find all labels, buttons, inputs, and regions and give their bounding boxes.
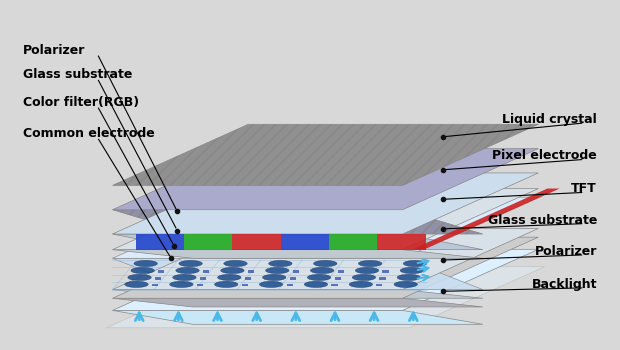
Text: Pixel electrode: Pixel electrode xyxy=(492,149,597,162)
Polygon shape xyxy=(112,197,538,258)
Ellipse shape xyxy=(314,260,337,267)
Ellipse shape xyxy=(397,274,420,281)
Bar xyxy=(332,284,338,286)
Polygon shape xyxy=(112,310,483,324)
Polygon shape xyxy=(112,249,538,310)
Polygon shape xyxy=(106,267,544,328)
Bar xyxy=(379,277,386,280)
Polygon shape xyxy=(112,210,483,234)
Text: Common electrode: Common electrode xyxy=(23,127,155,140)
Ellipse shape xyxy=(224,260,247,267)
Bar xyxy=(242,284,248,286)
Ellipse shape xyxy=(215,281,238,287)
Bar xyxy=(152,284,158,286)
Bar xyxy=(197,284,203,286)
Polygon shape xyxy=(136,234,184,250)
Polygon shape xyxy=(329,234,378,250)
Polygon shape xyxy=(112,250,483,258)
Ellipse shape xyxy=(125,281,148,287)
Ellipse shape xyxy=(403,260,427,267)
Bar xyxy=(203,270,209,273)
Bar xyxy=(158,270,164,273)
Polygon shape xyxy=(112,289,483,298)
Ellipse shape xyxy=(265,267,289,274)
Ellipse shape xyxy=(176,267,199,274)
Polygon shape xyxy=(112,124,538,186)
Text: Liquid crystal: Liquid crystal xyxy=(502,113,597,126)
Polygon shape xyxy=(112,189,538,250)
Polygon shape xyxy=(112,258,483,289)
Bar xyxy=(200,277,206,280)
Text: Polarizer: Polarizer xyxy=(23,43,86,56)
Polygon shape xyxy=(112,234,483,250)
Ellipse shape xyxy=(304,281,328,287)
Ellipse shape xyxy=(394,281,417,287)
Bar xyxy=(335,277,340,280)
Polygon shape xyxy=(378,234,426,250)
Text: Polarizer: Polarizer xyxy=(534,245,597,258)
Polygon shape xyxy=(112,237,538,298)
Text: Color filter(RGB): Color filter(RGB) xyxy=(23,96,139,108)
Ellipse shape xyxy=(179,260,202,267)
Ellipse shape xyxy=(349,281,373,287)
Ellipse shape xyxy=(308,274,331,281)
Ellipse shape xyxy=(400,267,423,274)
Ellipse shape xyxy=(173,274,196,281)
Ellipse shape xyxy=(221,267,244,274)
Text: TFT: TFT xyxy=(571,182,597,195)
Ellipse shape xyxy=(134,260,157,267)
Polygon shape xyxy=(412,189,560,250)
Text: Backlight: Backlight xyxy=(531,278,597,291)
Bar xyxy=(293,270,299,273)
Ellipse shape xyxy=(128,274,151,281)
Polygon shape xyxy=(112,229,538,289)
Polygon shape xyxy=(281,234,329,250)
Ellipse shape xyxy=(262,274,286,281)
Ellipse shape xyxy=(170,281,193,287)
Ellipse shape xyxy=(259,281,283,287)
Bar xyxy=(248,270,254,273)
Ellipse shape xyxy=(355,267,379,274)
Bar xyxy=(245,277,251,280)
Text: Glass substrate: Glass substrate xyxy=(488,214,597,227)
Polygon shape xyxy=(184,234,232,250)
Ellipse shape xyxy=(311,267,334,274)
Bar xyxy=(383,270,389,273)
Polygon shape xyxy=(232,234,281,250)
Polygon shape xyxy=(112,149,538,210)
Bar xyxy=(155,277,161,280)
Ellipse shape xyxy=(268,260,292,267)
Bar xyxy=(286,284,293,286)
Polygon shape xyxy=(112,298,483,307)
Bar xyxy=(376,284,383,286)
Polygon shape xyxy=(112,173,538,234)
Ellipse shape xyxy=(131,267,154,274)
Ellipse shape xyxy=(352,274,376,281)
Text: Glass substrate: Glass substrate xyxy=(23,68,132,81)
Bar xyxy=(338,270,343,273)
Ellipse shape xyxy=(218,274,241,281)
Ellipse shape xyxy=(358,260,382,267)
Bar xyxy=(290,277,296,280)
